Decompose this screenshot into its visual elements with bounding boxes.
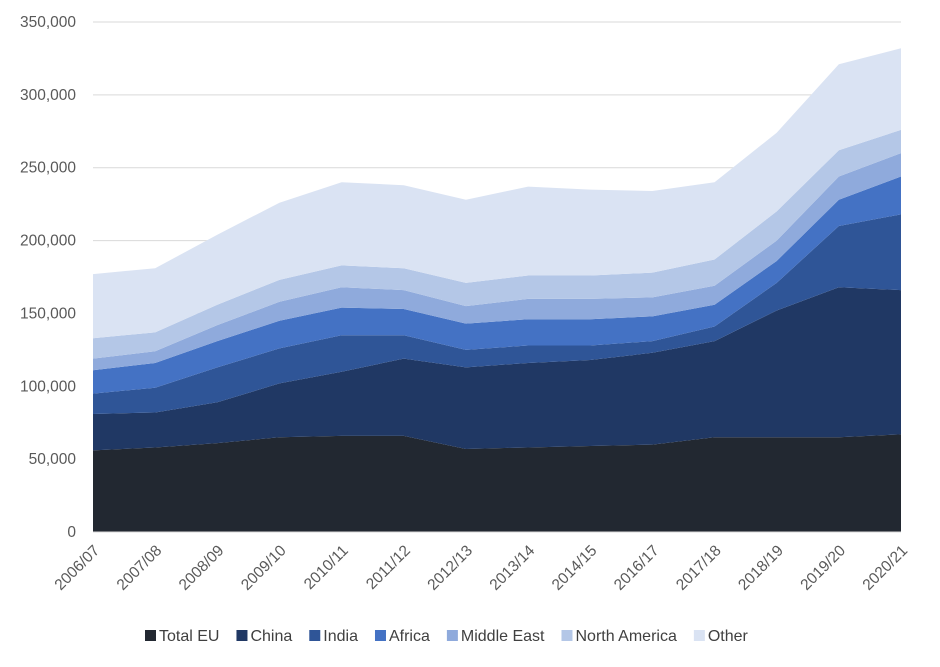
legend-item-total-eu: Total EU	[145, 628, 219, 645]
x-tick-label: 2011/12	[363, 542, 414, 593]
x-tick-label: 2008/09	[176, 542, 228, 594]
legend-swatch	[561, 630, 573, 641]
legend-item-other: Other	[693, 628, 749, 645]
legend-label: North America	[575, 628, 676, 645]
legend-label: Middle East	[461, 628, 545, 645]
x-tick-label: 2006/07	[52, 542, 104, 594]
y-tick-label: 250,000	[20, 160, 76, 177]
y-tick-label: 50,000	[29, 451, 77, 468]
legend-swatch	[446, 630, 458, 641]
legend-swatch	[236, 630, 248, 641]
legend-label: Africa	[389, 628, 430, 645]
legend-item-north-america: North America	[561, 628, 677, 645]
x-tick-label: 2009/10	[238, 542, 290, 594]
legend-item-china: China	[236, 628, 292, 645]
x-tick-label: 2020/21	[860, 542, 912, 594]
area-series	[93, 48, 901, 532]
legend-item-india: India	[309, 628, 358, 645]
area-china	[93, 287, 901, 451]
y-tick-label: 300,000	[20, 87, 76, 104]
y-tick-label: 0	[67, 524, 76, 541]
legend-item-middle-east: Middle East	[446, 628, 545, 645]
x-tick-label: 2014/15	[549, 542, 601, 594]
area-middle-east	[93, 153, 901, 371]
legend-swatch	[693, 630, 705, 641]
y-tick-label: 150,000	[20, 305, 76, 322]
x-tick-label: 2017/18	[673, 542, 725, 594]
x-tick-label: 2016/17	[611, 542, 663, 594]
y-tick-label: 100,000	[20, 378, 76, 395]
y-tick-label: 350,000	[20, 14, 76, 31]
x-tick-label: 2019/20	[797, 542, 849, 594]
area-north-america	[93, 129, 901, 359]
area-total-eu	[93, 434, 901, 532]
legend-item-africa: Africa	[374, 628, 430, 645]
legend-label: India	[323, 628, 358, 645]
x-tick-label: 2018/19	[735, 542, 787, 594]
legend-label: Other	[708, 628, 749, 645]
legend-swatch	[145, 630, 156, 641]
area-africa	[93, 176, 901, 394]
x-tick-labels: 2006/07 2007/08 2008/09 2009/10 2010/11 2011/…	[52, 542, 912, 594]
legend-swatch	[374, 630, 386, 641]
y-tick-label: 200,000	[20, 233, 76, 250]
x-tick-label: 2007/08	[114, 542, 166, 594]
x-tick-label: 2010/11	[301, 542, 352, 593]
x-tick-label: 2012/13	[424, 542, 476, 594]
legend: Total EU China India Africa Middle East North…	[145, 628, 749, 645]
area-india	[93, 214, 901, 414]
legend-label: China	[250, 628, 292, 645]
x-tick-label: 2013/14	[487, 542, 539, 594]
area-other	[93, 48, 901, 339]
legend-label: Total EU	[159, 628, 219, 645]
legend-swatch	[309, 630, 321, 641]
y-tick-labels: 0 50,000 100,000 150,000 200,000 250,000 300,0…	[20, 14, 76, 541]
